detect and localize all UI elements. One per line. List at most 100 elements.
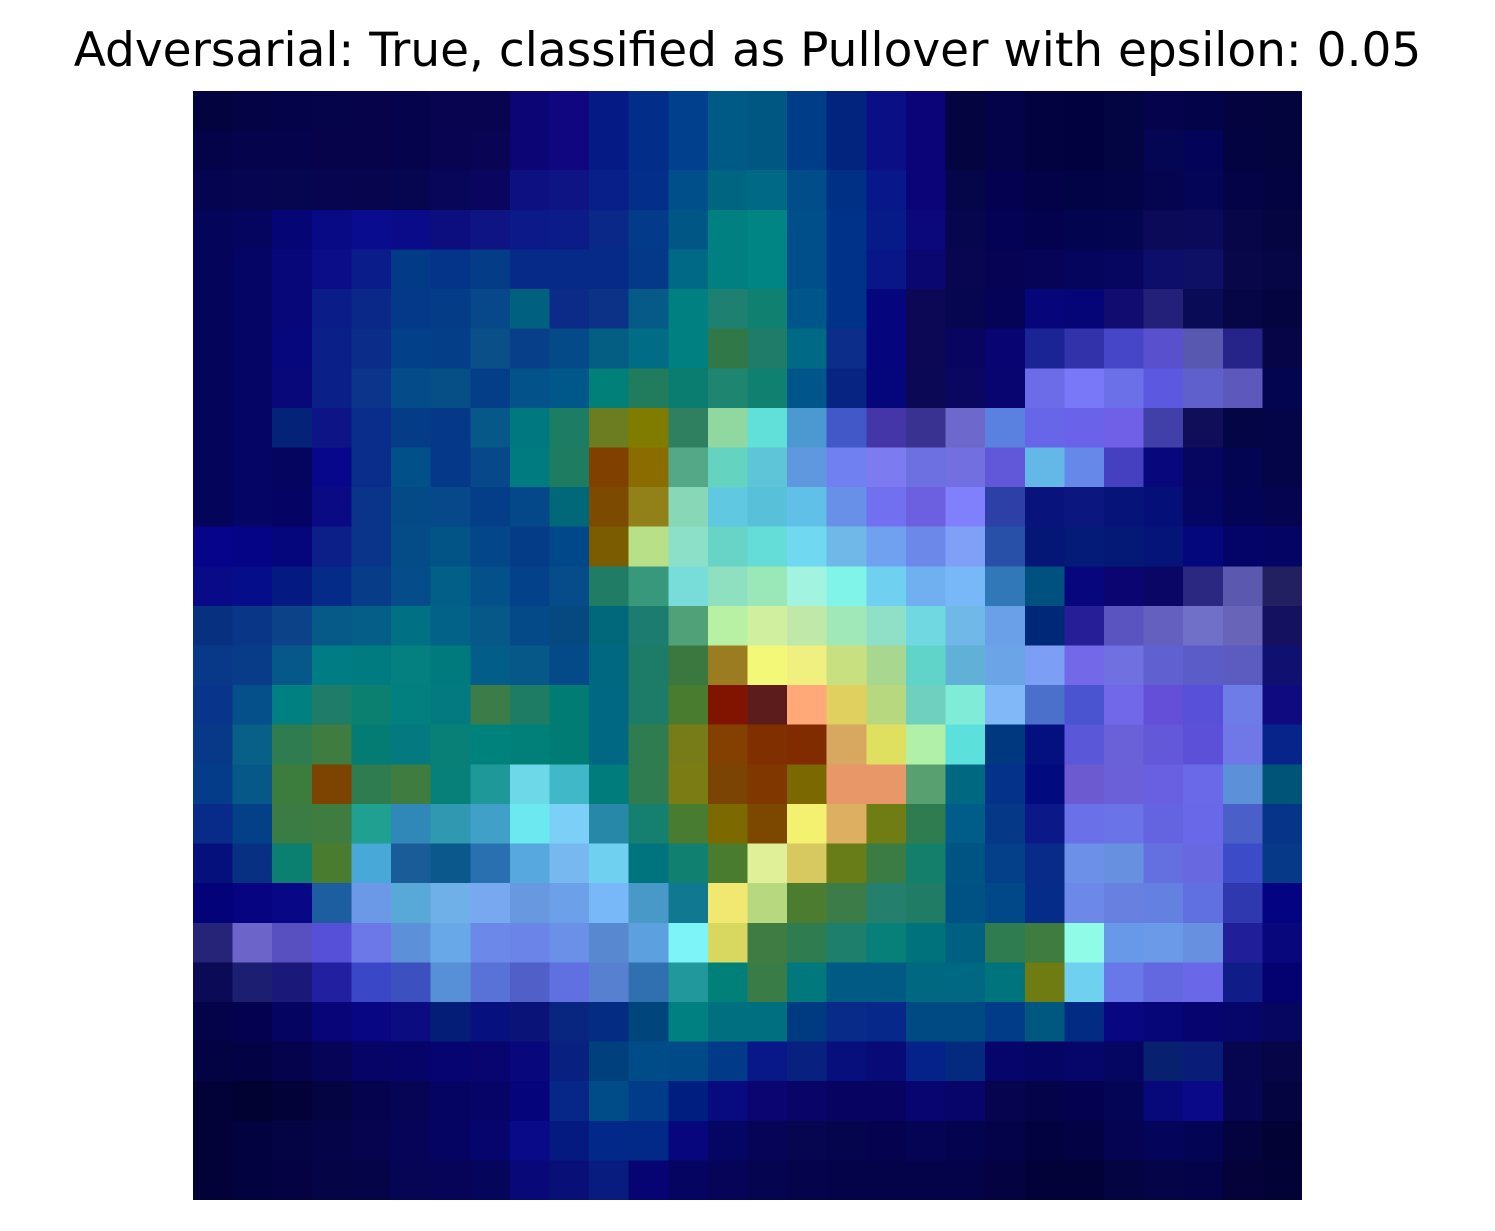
heatmap-cell xyxy=(470,407,511,449)
heatmap-cell xyxy=(549,1041,590,1082)
heatmap-cell xyxy=(1262,407,1302,449)
heatmap-cell xyxy=(787,407,828,449)
heatmap-cell xyxy=(391,803,432,845)
heatmap-cell xyxy=(272,883,313,924)
heatmap-cell xyxy=(430,447,471,488)
heatmap-cell xyxy=(1222,1160,1263,1200)
heatmap-cell xyxy=(985,962,1026,1003)
heatmap-cell xyxy=(470,922,511,963)
heatmap-cell xyxy=(1024,962,1065,1003)
heatmap-cell xyxy=(549,526,590,567)
heatmap-cell xyxy=(232,289,273,330)
heatmap-cell xyxy=(1262,883,1302,924)
heatmap-cell xyxy=(1064,1160,1105,1200)
heatmap-cell xyxy=(272,922,313,963)
heatmap-cell xyxy=(311,328,353,369)
heatmap-cell xyxy=(628,566,669,607)
heatmap-cell xyxy=(945,685,986,726)
heatmap-cell xyxy=(826,328,867,369)
heatmap-cell xyxy=(549,1120,590,1161)
heatmap-cell xyxy=(391,645,432,686)
heatmap-cell xyxy=(232,1001,273,1043)
heatmap-cell xyxy=(747,249,788,290)
heatmap-cell xyxy=(1143,962,1184,1003)
heatmap-cell xyxy=(747,1041,788,1082)
heatmap-cell xyxy=(826,566,867,607)
heatmap-cell xyxy=(391,605,432,647)
heatmap-cell xyxy=(985,407,1026,449)
heatmap-cell xyxy=(549,843,590,884)
heatmap-cell xyxy=(747,685,788,726)
heatmap-cell xyxy=(826,962,867,1003)
heatmap-cell xyxy=(1103,130,1145,171)
heatmap-cell xyxy=(866,1001,907,1043)
heatmap-cell xyxy=(351,487,392,528)
heatmap-cell xyxy=(1024,1041,1065,1082)
heatmap-cell xyxy=(1103,1120,1145,1161)
heatmap-cell xyxy=(945,249,986,290)
heatmap-cell xyxy=(193,289,234,330)
heatmap-cell xyxy=(866,843,907,884)
heatmap-cell xyxy=(391,526,432,567)
heatmap-cell xyxy=(866,685,907,726)
heatmap-cell xyxy=(311,368,353,409)
heatmap-cell xyxy=(470,1160,511,1200)
heatmap-cell xyxy=(470,1120,511,1161)
heatmap-cell xyxy=(1064,328,1105,369)
heatmap-cell xyxy=(668,1081,709,1122)
heatmap-cell xyxy=(707,803,749,845)
heatmap-cell xyxy=(232,605,273,647)
heatmap-cell xyxy=(668,487,709,528)
heatmap-cell xyxy=(589,1081,630,1122)
heatmap-cell xyxy=(589,1120,630,1161)
heatmap-cell xyxy=(1222,368,1263,409)
heatmap-cell xyxy=(747,209,788,251)
heatmap-cell xyxy=(707,1041,749,1082)
heatmap-cell xyxy=(1262,328,1302,369)
heatmap-cell xyxy=(549,368,590,409)
heatmap-cell xyxy=(1222,645,1263,686)
heatmap-cell xyxy=(1183,1081,1224,1122)
heatmap-cell xyxy=(1222,289,1263,330)
heatmap-cell xyxy=(787,962,828,1003)
heatmap-cell xyxy=(193,526,234,567)
heatmap-cell xyxy=(311,922,353,963)
heatmap-cell xyxy=(668,170,709,211)
heatmap-cell xyxy=(747,883,788,924)
heatmap-cell xyxy=(747,1120,788,1161)
heatmap-cell xyxy=(470,843,511,884)
heatmap-cell xyxy=(1024,249,1065,290)
heatmap-cell xyxy=(787,209,828,251)
heatmap-cell xyxy=(311,566,353,607)
heatmap-cell xyxy=(1262,724,1302,765)
heatmap-cell xyxy=(866,526,907,567)
heatmap-cell xyxy=(866,962,907,1003)
heatmap-cell xyxy=(1222,803,1263,845)
heatmap-cell xyxy=(985,1120,1026,1161)
heatmap-cell xyxy=(1103,685,1145,726)
heatmap-cell xyxy=(787,289,828,330)
heatmap-cell xyxy=(905,724,947,765)
heatmap-cell xyxy=(391,368,432,409)
heatmap-cell xyxy=(747,962,788,1003)
heatmap-plot xyxy=(193,91,1302,1200)
heatmap-cell xyxy=(945,803,986,845)
heatmap-cell xyxy=(1222,249,1263,290)
heatmap-cell xyxy=(391,566,432,607)
heatmap-cell xyxy=(1103,487,1145,528)
heatmap-cell xyxy=(787,1001,828,1043)
heatmap-cell xyxy=(351,922,392,963)
heatmap-cell xyxy=(193,685,234,726)
heatmap-cell xyxy=(905,843,947,884)
heatmap-cell xyxy=(1103,368,1145,409)
heatmap-cell xyxy=(628,328,669,369)
heatmap-cell xyxy=(628,1041,669,1082)
heatmap-cell xyxy=(1024,645,1065,686)
heatmap-cell xyxy=(985,1041,1026,1082)
heatmap-cell xyxy=(311,645,353,686)
heatmap-cell xyxy=(1222,91,1263,132)
heatmap-cell xyxy=(311,843,353,884)
heatmap-cell xyxy=(1103,447,1145,488)
heatmap-cell xyxy=(351,803,392,845)
heatmap-cell xyxy=(272,249,313,290)
